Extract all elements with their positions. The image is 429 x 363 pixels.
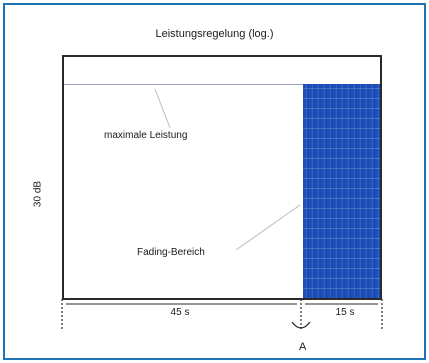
fading-annotation: Fading-Bereich xyxy=(137,247,205,258)
fading-region xyxy=(303,84,380,298)
max-power-annotation: maximale Leistung xyxy=(104,130,188,141)
fading-leader-line xyxy=(235,204,301,251)
diagram-title: Leistungsregelung (log.) xyxy=(155,28,274,40)
plot-area xyxy=(62,55,382,300)
max-power-line xyxy=(64,84,304,85)
marker-a-label: A xyxy=(299,341,307,353)
max-power-leader-line xyxy=(154,88,171,129)
duration-15s-label: 15 s xyxy=(335,307,355,318)
duration-45s-label: 45 s xyxy=(170,307,190,318)
marker-bracket xyxy=(291,321,311,329)
